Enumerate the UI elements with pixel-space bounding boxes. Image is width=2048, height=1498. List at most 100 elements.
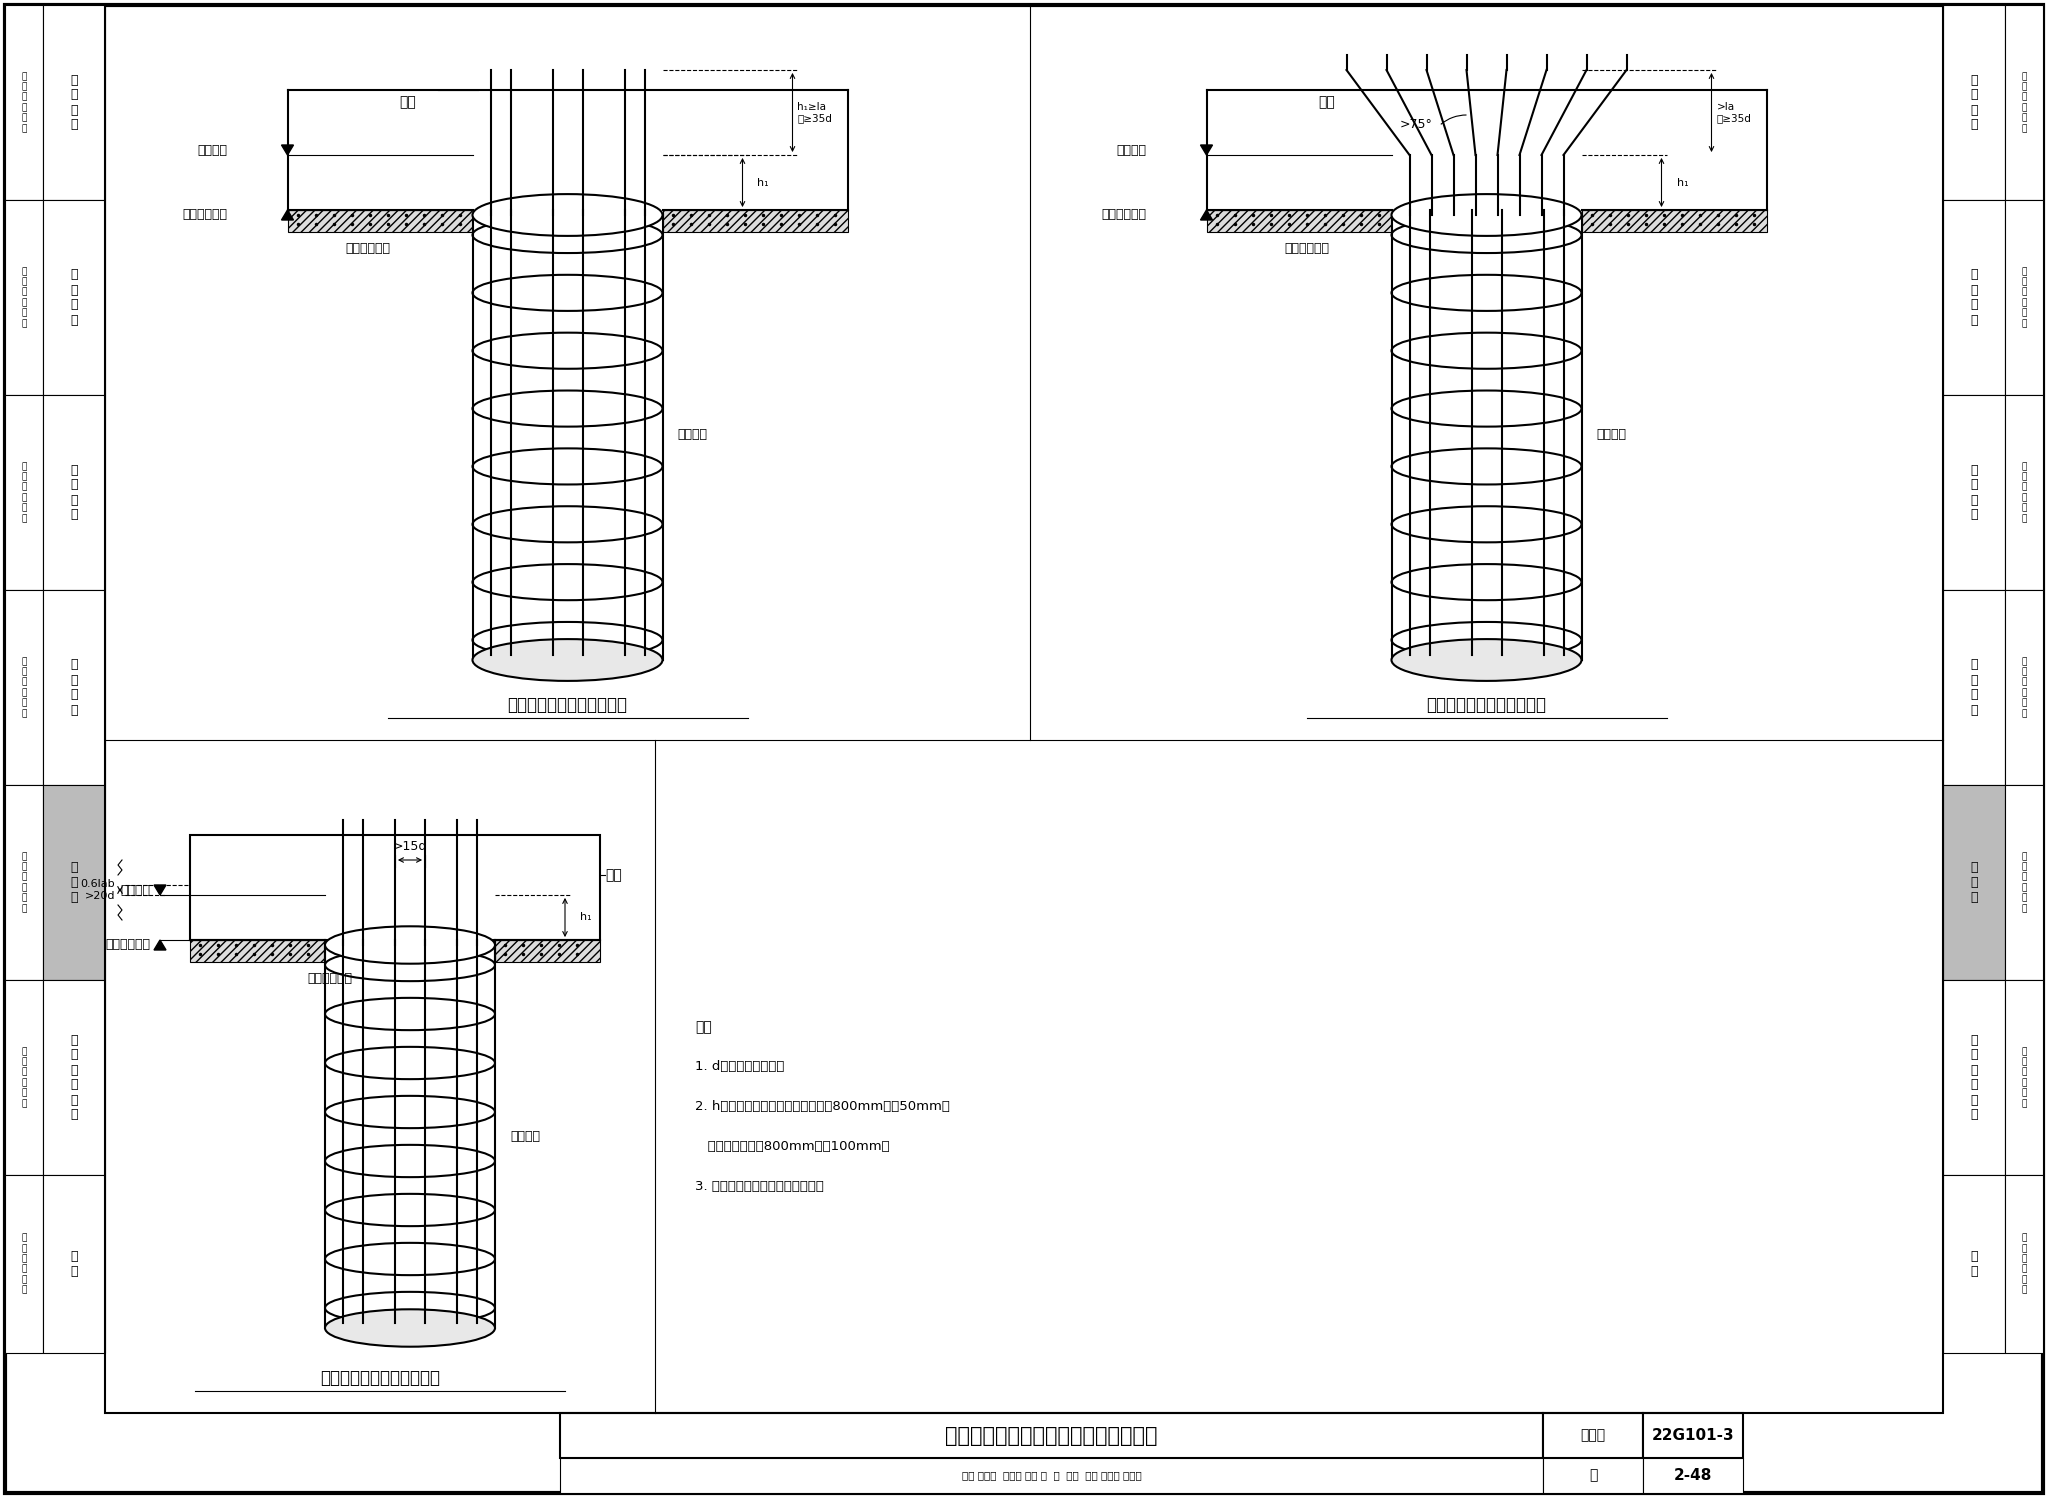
Text: >la
且≥35d: >la 且≥35d xyxy=(1716,102,1751,123)
Text: 承台底面标高: 承台底面标高 xyxy=(104,939,150,951)
Polygon shape xyxy=(281,210,293,220)
Bar xyxy=(43,395,104,590)
Bar xyxy=(4,980,43,1174)
Text: 2-48: 2-48 xyxy=(1673,1468,1712,1483)
Bar xyxy=(1206,210,1391,232)
Text: 独
立
基
础: 独 立 基 础 xyxy=(70,268,78,327)
Text: 桩身纵筋: 桩身纵筋 xyxy=(1597,428,1626,442)
Text: 一
般
构
造: 一 般 构 造 xyxy=(1970,73,1978,132)
Ellipse shape xyxy=(473,195,662,235)
Bar xyxy=(2005,201,2044,395)
Bar xyxy=(4,395,43,590)
Bar xyxy=(662,210,848,232)
Ellipse shape xyxy=(1391,195,1581,235)
Bar xyxy=(287,210,473,232)
Text: 基
础
相
关
构
造: 基 础 相 关 构 造 xyxy=(70,1034,78,1122)
Ellipse shape xyxy=(1391,640,1581,682)
Bar xyxy=(1642,1413,1743,1458)
Bar xyxy=(1944,1174,2005,1353)
Polygon shape xyxy=(154,885,166,894)
Bar xyxy=(2005,395,2044,590)
Bar xyxy=(1391,216,1581,661)
Text: 承台: 承台 xyxy=(1319,94,1335,109)
Text: 防水层和垫层: 防水层和垫层 xyxy=(1284,241,1329,255)
Polygon shape xyxy=(1200,145,1212,154)
Ellipse shape xyxy=(326,1309,496,1347)
Text: 桩
基
础: 桩 基 础 xyxy=(1970,861,1978,903)
Text: 条
形
基
础: 条 形 基 础 xyxy=(1970,463,1978,521)
Text: 3. 桩头防水构造做法详见施工图。: 3. 桩头防水构造做法详见施工图。 xyxy=(694,1180,823,1192)
Bar xyxy=(1542,1458,1642,1494)
Bar xyxy=(2005,785,2044,980)
Bar xyxy=(4,201,43,395)
Text: 标
准
构
造
详
图: 标 准 构 造 详 图 xyxy=(2021,72,2028,133)
Text: 桩
基
础: 桩 基 础 xyxy=(70,861,78,903)
Bar xyxy=(4,590,43,785)
Polygon shape xyxy=(281,145,293,154)
Text: 标
准
构
造
详
图: 标 准 构 造 详 图 xyxy=(2021,852,2028,912)
Text: 标
准
构
造
详
图: 标 准 构 造 详 图 xyxy=(2021,267,2028,328)
Bar xyxy=(190,834,600,941)
Text: 1. d为桩内纵筋直径。: 1. d为桩内纵筋直径。 xyxy=(694,1061,784,1073)
Text: 桩顶与承台连接构造（二）: 桩顶与承台连接构造（二） xyxy=(319,1369,440,1387)
Text: 标
准
构
造
详
图: 标 准 构 造 详 图 xyxy=(20,1233,27,1294)
Text: 承台: 承台 xyxy=(604,867,623,882)
Text: 钢筋混凝土灌注桩桩顶与承台连接构造: 钢筋混凝土灌注桩桩顶与承台连接构造 xyxy=(946,1426,1157,1446)
Text: h₁: h₁ xyxy=(1677,177,1688,187)
Bar xyxy=(43,785,104,980)
Ellipse shape xyxy=(473,640,662,682)
Text: 独
立
基
础: 独 立 基 础 xyxy=(1970,268,1978,327)
Text: 桩顶标高: 桩顶标高 xyxy=(121,884,150,896)
Text: 桩顶标高: 桩顶标高 xyxy=(1116,144,1147,156)
Bar xyxy=(43,980,104,1174)
Text: 筏
形
基
础: 筏 形 基 础 xyxy=(1970,659,1978,716)
Ellipse shape xyxy=(326,926,496,963)
Text: 2. h为桩顶进入承台高度，桩径小于800mm时取50mm，: 2. h为桩顶进入承台高度，桩径小于800mm时取50mm， xyxy=(694,1100,950,1113)
Bar xyxy=(1944,785,2005,980)
Text: 桩顶标高: 桩顶标高 xyxy=(197,144,227,156)
Text: 桩身纵筋: 桩身纵筋 xyxy=(510,1129,541,1143)
Text: 一
般
构
造: 一 般 构 造 xyxy=(70,73,78,132)
Text: 标
准
构
造
详
图: 标 准 构 造 详 图 xyxy=(2021,1047,2028,1109)
Bar xyxy=(1944,590,2005,785)
Text: 桩顶与承台连接构造（一）: 桩顶与承台连接构造（一） xyxy=(508,697,627,715)
Bar xyxy=(2005,590,2044,785)
Bar xyxy=(4,785,43,980)
Text: 标
准
构
造
详
图: 标 准 构 造 详 图 xyxy=(2021,461,2028,523)
Text: 标
准
构
造
详
图: 标 准 构 造 详 图 xyxy=(20,1047,27,1109)
Text: 图集号: 图集号 xyxy=(1581,1429,1606,1443)
Text: 桩身纵筋: 桩身纵筋 xyxy=(678,428,707,442)
Bar xyxy=(326,945,496,1329)
Text: 承台底面标高: 承台底面标高 xyxy=(182,208,227,222)
Text: 标
准
构
造
详
图: 标 准 构 造 详 图 xyxy=(20,852,27,912)
Text: 标
准
构
造
详
图: 标 准 构 造 详 图 xyxy=(20,267,27,328)
Bar xyxy=(1642,1458,1743,1494)
Bar xyxy=(1581,210,1767,232)
Bar xyxy=(473,216,662,661)
Bar xyxy=(1944,4,2005,201)
Bar xyxy=(1944,395,2005,590)
Bar xyxy=(1542,1413,1642,1458)
Text: 标
准
构
造
详
图: 标 准 构 造 详 图 xyxy=(20,658,27,718)
Bar xyxy=(496,941,600,962)
Text: h₁: h₁ xyxy=(758,177,770,187)
Polygon shape xyxy=(1200,210,1212,220)
Text: 附
录: 附 录 xyxy=(70,1249,78,1278)
Bar xyxy=(104,4,1944,1413)
Bar xyxy=(2005,980,2044,1174)
Text: 标
准
构
造
详
图: 标 准 构 造 详 图 xyxy=(2021,658,2028,718)
Text: h₁: h₁ xyxy=(580,912,592,923)
Text: 基
础
相
关
构
造: 基 础 相 关 构 造 xyxy=(1970,1034,1978,1122)
Text: h₁≥la
且≥35d: h₁≥la 且≥35d xyxy=(797,102,831,123)
Bar xyxy=(43,590,104,785)
Text: 桩顶与承台连接构造（三）: 桩顶与承台连接构造（三） xyxy=(1427,697,1546,715)
Text: 标
准
构
造
详
图: 标 准 构 造 详 图 xyxy=(2021,1233,2028,1294)
Bar xyxy=(559,1413,1542,1458)
Text: >75°: >75° xyxy=(1401,118,1434,132)
Text: 筏
形
基
础: 筏 形 基 础 xyxy=(70,659,78,716)
Text: 审核 黄志刚  复查叫 校对 朱  轩  平均  设计 余绪尧 公佑尧: 审核 黄志刚 复查叫 校对 朱 轩 平均 设计 余绪尧 公佑尧 xyxy=(963,1471,1141,1480)
Bar xyxy=(1944,980,2005,1174)
Text: 桩径大于或等于800mm时取100mm。: 桩径大于或等于800mm时取100mm。 xyxy=(694,1140,889,1153)
Bar xyxy=(43,4,104,201)
Bar xyxy=(4,1174,43,1353)
